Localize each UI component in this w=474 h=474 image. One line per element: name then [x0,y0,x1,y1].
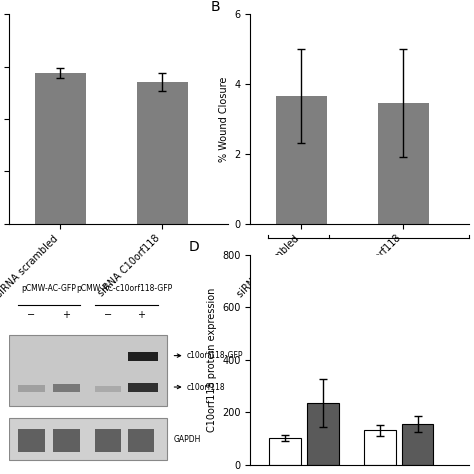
Bar [53,429,80,452]
Text: c10orf118: c10orf118 [187,383,226,392]
Text: +: + [63,310,71,320]
Bar [18,429,45,452]
Bar [128,429,154,452]
Text: c10orf118-GFP: c10orf118-GFP [187,351,243,360]
Bar [401,424,433,465]
Bar [53,384,80,392]
Bar [95,429,121,452]
Text: pCMW-AC-GFP: pCMW-AC-GFP [21,284,76,293]
Bar [9,419,167,460]
Y-axis label: C10orf118 protein expression: C10orf118 protein expression [207,288,217,432]
Text: −: − [27,310,36,320]
Text: pCMW-AC-c10orf118-GFP: pCMW-AC-c10orf118-GFP [76,284,173,293]
Bar [378,103,428,224]
Text: GAPDH: GAPDH [173,435,201,444]
Text: −: − [104,310,112,320]
Bar [276,96,327,224]
Text: +: + [137,310,145,320]
Bar [307,403,339,465]
Bar [364,430,396,465]
Bar [128,383,158,392]
Text: D: D [189,240,200,255]
Bar [128,353,158,361]
Bar [137,82,188,224]
Bar [9,335,167,406]
Bar [95,386,121,392]
Text: B: B [211,0,220,14]
Bar [269,438,301,465]
Bar [18,385,45,392]
Bar [35,73,86,224]
Y-axis label: % Wound Closure: % Wound Closure [219,76,229,162]
